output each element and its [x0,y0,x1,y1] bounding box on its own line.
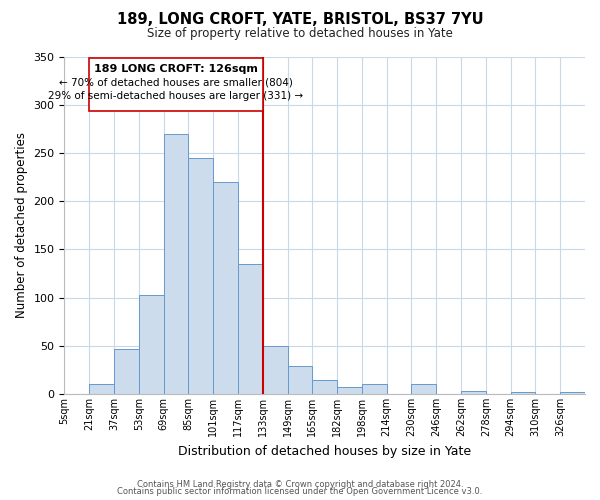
Y-axis label: Number of detached properties: Number of detached properties [15,132,28,318]
Bar [511,392,535,394]
Bar [461,391,486,394]
Bar [337,388,362,394]
Bar [213,182,238,394]
Bar [164,134,188,394]
Bar [188,158,213,394]
Bar [238,264,263,394]
X-axis label: Distribution of detached houses by size in Yate: Distribution of detached houses by size … [178,444,471,458]
Text: Size of property relative to detached houses in Yate: Size of property relative to detached ho… [147,28,453,40]
Text: Contains public sector information licensed under the Open Government Licence v3: Contains public sector information licen… [118,487,482,496]
Bar [89,384,114,394]
Bar [114,348,139,394]
Text: Contains HM Land Registry data © Crown copyright and database right 2024.: Contains HM Land Registry data © Crown c… [137,480,463,489]
Bar [139,294,164,394]
FancyBboxPatch shape [89,58,263,112]
Text: 29% of semi-detached houses are larger (331) →: 29% of semi-detached houses are larger (… [49,91,304,101]
Bar [287,366,313,394]
Bar [313,380,337,394]
Text: 189 LONG CROFT: 126sqm: 189 LONG CROFT: 126sqm [94,64,258,74]
Bar [560,392,585,394]
Bar [362,384,386,394]
Bar [263,346,287,394]
Text: ← 70% of detached houses are smaller (804): ← 70% of detached houses are smaller (80… [59,78,293,88]
Bar [412,384,436,394]
Text: 189, LONG CROFT, YATE, BRISTOL, BS37 7YU: 189, LONG CROFT, YATE, BRISTOL, BS37 7YU [116,12,484,28]
